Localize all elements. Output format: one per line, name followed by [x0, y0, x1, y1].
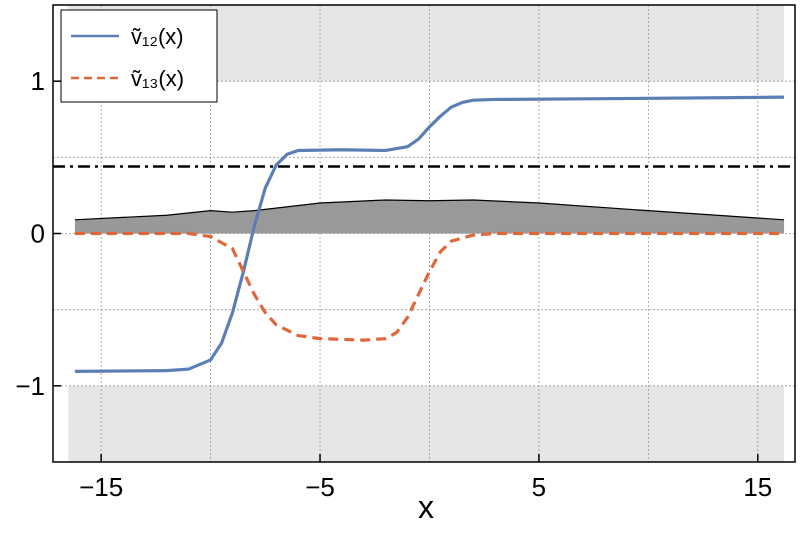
x-tick-label: −5 [305, 472, 335, 502]
x-tick-label: 15 [743, 472, 772, 502]
area-outline [74, 199, 785, 221]
legend-box [60, 9, 218, 103]
shaded-band [68, 385, 785, 462]
area [74, 199, 785, 234]
series-line [74, 231, 785, 342]
x-tick-label: −15 [79, 472, 123, 502]
legend-label: ṽ₁₃(x) [131, 66, 184, 91]
x-tick-label: 5 [532, 472, 546, 502]
y-tick-label: 0 [31, 219, 45, 249]
series-line [74, 95, 785, 373]
x-axis-label: x [418, 489, 434, 525]
y-tick-label: −1 [15, 371, 45, 401]
y-tick-label: 1 [31, 66, 45, 96]
legend-label: ṽ₁₂(x) [131, 24, 184, 49]
